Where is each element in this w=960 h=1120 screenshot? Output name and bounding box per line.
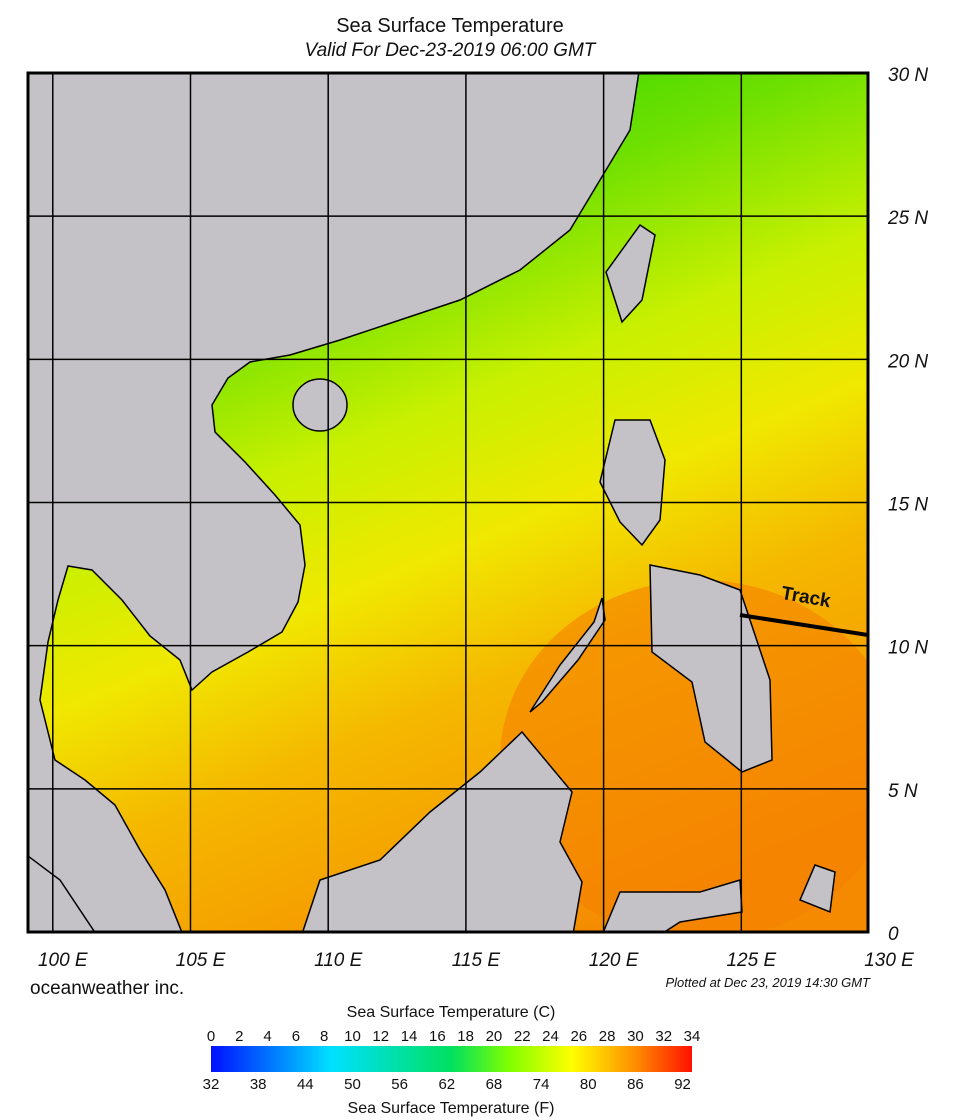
colorbar-tick-c: 28	[599, 1028, 616, 1045]
credit: oceanweather inc.	[30, 978, 184, 999]
colorbar-tick-f: 62	[438, 1076, 455, 1093]
colorbar-tick-f: 80	[580, 1076, 597, 1093]
colorbar-tick-c: 18	[457, 1028, 474, 1045]
warm-pool	[500, 580, 868, 932]
colorbar-tick-c: 4	[263, 1028, 271, 1045]
title: Sea Surface Temperature	[336, 15, 564, 37]
land	[28, 73, 640, 932]
colorbar-tick-f: 86	[627, 1076, 644, 1093]
colorbar-title-c: Sea Surface Temperature (C)	[347, 1004, 556, 1021]
lat-label: 0	[888, 924, 899, 945]
colorbar-tick-c: 2	[235, 1028, 243, 1045]
lat-label: 5 N	[888, 781, 918, 802]
land	[799, 864, 836, 914]
colorbar-tick-c: 8	[320, 1028, 328, 1045]
colorbar-tick-f: 92	[674, 1076, 691, 1093]
colorbar-tick-c: 26	[570, 1028, 587, 1045]
lat-label: 20 N	[887, 351, 928, 372]
colorbar-tick-f: 68	[486, 1076, 503, 1093]
land	[301, 730, 583, 932]
colorbar	[211, 1046, 692, 1072]
land	[605, 223, 656, 324]
colorbar-tick-f: 32	[203, 1076, 220, 1093]
lat-label: 25 N	[887, 208, 928, 229]
colorbar-tick-c: 14	[401, 1028, 418, 1045]
colorbar-tick-c: 20	[486, 1028, 503, 1045]
subtitle: Valid For Dec-23-2019 06:00 GMT	[305, 40, 597, 61]
colorbar-tick-f: 74	[533, 1076, 550, 1093]
map-frame	[26, 71, 870, 934]
colorbar-tick-c: 10	[344, 1028, 361, 1045]
colorbar-tick-c: 30	[627, 1028, 644, 1045]
colorbar-tick-f: 56	[391, 1076, 408, 1093]
lat-label: 30 N	[888, 65, 928, 86]
plotted-note: Plotted at Dec 23, 2019 14:30 GMT	[665, 975, 871, 990]
lon-label: 130 E	[864, 950, 914, 971]
land	[28, 855, 96, 932]
colorbar-tick-c: 22	[514, 1028, 531, 1045]
lon-label: 115 E	[452, 950, 501, 971]
land	[529, 597, 606, 713]
lon-label: 100 E	[38, 950, 88, 971]
colorbar-tick-c: 24	[542, 1028, 559, 1045]
lon-label: 105 E	[176, 950, 226, 971]
colorbar-tick-c: 12	[372, 1028, 389, 1045]
lon-label: 125 E	[726, 950, 776, 971]
colorbar-tick-f: 38	[250, 1076, 267, 1093]
colorbar-tick-c: 6	[292, 1028, 300, 1045]
land	[292, 378, 348, 432]
colorbar-tick-c: 32	[655, 1028, 672, 1045]
track-line	[739, 613, 868, 637]
colorbar-tick-c: 16	[429, 1028, 446, 1045]
lat-label: 15 N	[888, 495, 928, 516]
colorbar-title-f: Sea Surface Temperature (F)	[348, 1100, 555, 1117]
colorbar-tick-f: 50	[344, 1076, 361, 1093]
graticule	[28, 73, 868, 932]
lon-label: 120 E	[589, 950, 639, 971]
map-area	[28, 73, 868, 932]
lon-label: 110 E	[314, 950, 363, 971]
colorbar-tick-c: 34	[684, 1028, 701, 1045]
colorbar-tick-f: 44	[297, 1076, 314, 1093]
lat-label: 10 N	[888, 638, 928, 659]
colorbar-tick-c: 0	[207, 1028, 215, 1045]
